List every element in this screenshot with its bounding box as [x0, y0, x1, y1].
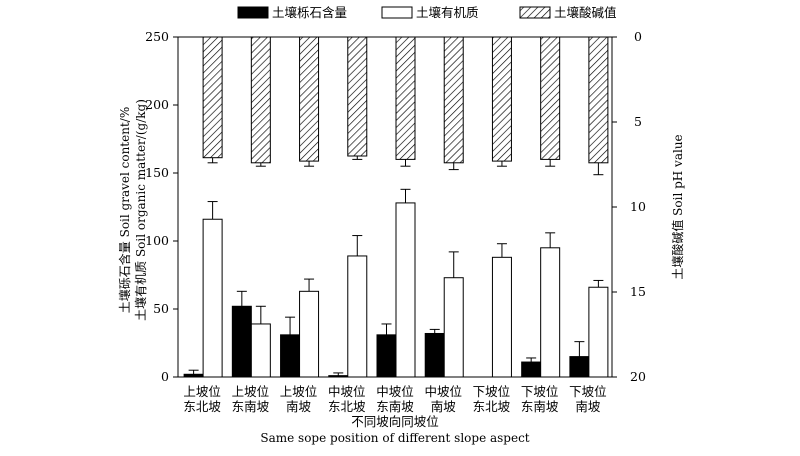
x-tick-label-4-line1: 中坡位 — [376, 384, 414, 399]
x-tick-label-3-line2: 东北坡 — [328, 399, 366, 414]
left-axis: 0 50 100 150 200 250 — [145, 29, 178, 384]
bar-organic-8 — [588, 286, 609, 378]
x-tick-label-2-line2: 南坡 — [286, 399, 312, 414]
x-tick-label-3-line1: 中坡位 — [328, 384, 366, 399]
left-tick-label-1: 50 — [153, 301, 169, 316]
chart-marks — [183, 36, 609, 378]
legend-label-ph: 土壤酸碱值 — [554, 5, 617, 20]
right-tick-label-3: 15 — [630, 284, 646, 299]
bar-ph-0 — [202, 36, 223, 159]
x-tick-label-0-line2: 东北坡 — [183, 399, 221, 414]
right-tick-label-1: 5 — [634, 114, 642, 129]
bar-organic-3 — [347, 255, 368, 378]
bar-organic-7 — [540, 247, 561, 378]
x-tick-label-5-line1: 中坡位 — [424, 384, 462, 399]
bar-organic-5 — [443, 277, 464, 378]
bar-organic-6 — [491, 256, 512, 378]
legend-swatch-ph — [519, 6, 551, 19]
x-tick-label-7-line2: 东南坡 — [521, 399, 559, 414]
right-tick-label-4: 20 — [630, 369, 646, 384]
bar-gravel-2 — [280, 334, 301, 378]
left-axis-label-line1: 土壤砾石含量 Soil gravel content/% — [117, 107, 132, 313]
legend-swatch-gravel — [237, 6, 269, 19]
right-axis-label: 土壤酸碱值 Soil pH value — [670, 134, 685, 279]
right-axis: 0 5 10 15 20 — [612, 29, 646, 384]
bar-gravel-7 — [521, 361, 542, 378]
bar-gravel-1 — [231, 305, 252, 378]
right-tick-label-2: 10 — [630, 199, 646, 214]
bar-gravel-0 — [183, 373, 204, 378]
legend-swatch-organic — [381, 6, 413, 19]
legend: 土壤栎石含量 土壤有机质 土壤酸碱值 — [237, 5, 617, 20]
bar-gravel-4 — [376, 334, 397, 378]
bar-ph-6 — [491, 36, 512, 162]
x-axis-label-line2: Same sope position of different slope as… — [260, 431, 529, 445]
bar-ph-7 — [540, 36, 561, 160]
x-tick-label-6-line1: 下坡位 — [473, 384, 511, 399]
bar-gravel-8 — [569, 356, 590, 378]
x-tick-label-6-line2: 东北坡 — [473, 399, 511, 414]
x-tick-label-8-line2: 南坡 — [575, 399, 601, 414]
left-axis-label-line2: 土壤有机质 Soil organic matter/(g/kg) — [133, 99, 148, 321]
left-tick-label-5: 250 — [145, 29, 169, 44]
bar-ph-8 — [588, 36, 609, 164]
x-tick-label-1-line2: 东南坡 — [232, 399, 270, 414]
right-tick-label-0: 0 — [634, 29, 642, 44]
bar-organic-4 — [395, 202, 416, 378]
bar-ph-1 — [250, 36, 271, 164]
bar-ph-4 — [395, 36, 416, 160]
left-tick-label-2: 100 — [145, 233, 169, 248]
bar-ph-3 — [347, 36, 368, 157]
legend-label-organic: 土壤有机质 — [416, 5, 479, 20]
left-tick-label-3: 150 — [145, 165, 169, 180]
x-tick-label-0-line1: 上坡位 — [183, 384, 221, 399]
x-tick-label-4-line2: 东南坡 — [376, 399, 414, 414]
bar-ph-5 — [443, 36, 464, 164]
x-axis-label-line1: 不同坡向同坡位 — [351, 414, 439, 429]
bar-ph-2 — [299, 36, 320, 162]
left-tick-label-4: 200 — [145, 97, 169, 112]
x-tick-label-8-line1: 下坡位 — [569, 384, 607, 399]
bar-organic-0 — [202, 218, 223, 378]
left-tick-label-0: 0 — [161, 369, 169, 384]
x-tick-label-2-line1: 上坡位 — [280, 384, 318, 399]
x-tick-label-1-line1: 上坡位 — [232, 384, 270, 399]
x-axis-category-labels: 上坡位东北坡上坡位东南坡上坡位南坡中坡位东北坡中坡位东南坡中坡位南坡下坡位东北坡… — [183, 384, 606, 414]
bar-gravel-5 — [424, 332, 445, 378]
bar-organic-2 — [299, 290, 320, 378]
legend-label-gravel: 土壤栎石含量 — [272, 5, 347, 20]
x-tick-label-7-line1: 下坡位 — [521, 384, 559, 399]
bar-organic-1 — [250, 323, 271, 378]
x-tick-label-5-line2: 南坡 — [431, 399, 457, 414]
bar-gravel-3 — [328, 375, 349, 378]
